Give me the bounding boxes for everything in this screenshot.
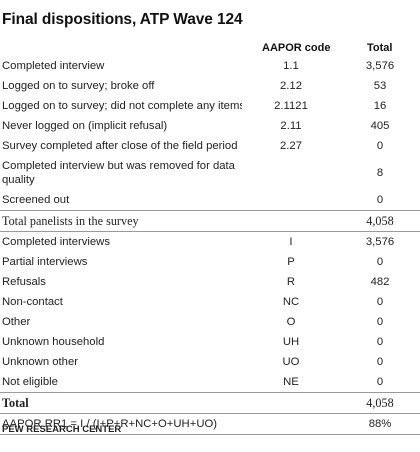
- row-total: 0: [376, 356, 384, 368]
- table-row: Completed interview but was removed for …: [0, 156, 420, 190]
- row-total: 8: [376, 167, 384, 179]
- row-label: Unknown household: [2, 336, 105, 348]
- row-code: 2.12: [280, 80, 302, 92]
- row-total: 88%: [340, 413, 420, 435]
- row-code: [242, 413, 340, 435]
- row-total: 0: [376, 256, 384, 268]
- row-total: 4,058: [340, 392, 420, 414]
- table-row: Completed interview 1.1 3,576: [0, 56, 420, 76]
- row-label: Screened out: [2, 194, 70, 206]
- row-code: NC: [282, 296, 300, 308]
- row-label: Completed interview: [2, 60, 105, 72]
- row-total: 16: [373, 100, 387, 112]
- row-code: I: [289, 236, 293, 248]
- row-total: 0: [376, 316, 384, 328]
- grand-total-row: Total 4,058: [0, 392, 420, 414]
- row-code: 2.11: [280, 120, 302, 132]
- row-total: 0: [376, 336, 384, 348]
- row-label: Completed interview but was removed for …: [2, 160, 235, 186]
- table-row: Non-contact NC 0: [0, 292, 420, 312]
- row-code: UO: [282, 356, 300, 368]
- table-row: Completed interviews I 3,576: [0, 232, 420, 253]
- row-code: UH: [282, 336, 300, 348]
- row-label: Refusals: [2, 276, 46, 288]
- column-header-total: Total: [367, 42, 393, 54]
- row-label: Unknown other: [2, 356, 78, 368]
- row-total: 53: [373, 80, 387, 92]
- table-row: Screened out 0: [0, 190, 420, 211]
- panelists-total-row: Total panelists in the survey 4,058: [0, 210, 420, 232]
- row-total: 0: [376, 194, 384, 206]
- row-label: AAPOR RR1 = I / (I+P+R+NC+O+UH+UO): [0, 413, 242, 435]
- row-total: 3,576: [365, 60, 395, 72]
- row-label: Survey completed after close of the fiel…: [2, 140, 238, 152]
- table-row: Survey completed after close of the fiel…: [0, 136, 420, 156]
- row-total: 4,058: [340, 210, 420, 232]
- table-row: Logged on to survey; broke off 2.12 53: [0, 76, 420, 96]
- page-title: Final dispositions, ATP Wave 124: [2, 11, 243, 28]
- row-label: Logged on to survey; broke off: [2, 80, 155, 92]
- row-label: Never logged on (implicit refusal): [2, 120, 168, 132]
- table-row: Unknown other UO 0: [0, 352, 420, 372]
- table-row: Never logged on (implicit refusal) 2.11 …: [0, 116, 420, 136]
- row-code: 1.1: [283, 60, 299, 72]
- row-code: [242, 392, 340, 414]
- row-label: Total panelists in the survey: [0, 210, 242, 232]
- table-row: Not eligible NE 0: [0, 372, 420, 393]
- table-row: Other O 0: [0, 312, 420, 332]
- row-total: 3,576: [365, 236, 395, 248]
- source-credit: PEW RESEARCH CENTER: [2, 424, 122, 435]
- row-code: [242, 156, 340, 190]
- row-label: Logged on to survey; did not complete an…: [2, 100, 242, 112]
- row-total: 405: [370, 120, 390, 132]
- table-row: Logged on to survey; did not complete an…: [0, 96, 420, 116]
- row-code: [242, 210, 340, 232]
- row-total: 482: [370, 276, 390, 288]
- response-rate-row: AAPOR RR1 = I / (I+P+R+NC+O+UH+UO) 88%: [0, 413, 420, 435]
- row-code: 2.1121: [274, 100, 308, 112]
- row-code: O: [286, 316, 296, 328]
- row-code: 2.27: [280, 140, 302, 152]
- table-row: Partial interviews P 0: [0, 252, 420, 272]
- row-total: 0: [376, 376, 384, 388]
- row-label: Non-contact: [2, 296, 63, 308]
- row-code: [242, 190, 340, 211]
- row-label: Other: [2, 316, 31, 328]
- table-row: Unknown household UH 0: [0, 332, 420, 352]
- row-code: P: [287, 256, 295, 268]
- row-label: Completed interviews: [2, 236, 110, 248]
- table-row: Refusals R 482: [0, 272, 420, 292]
- row-label: Partial interviews: [2, 256, 88, 268]
- column-header-aapor-code: AAPOR code: [262, 42, 331, 54]
- dispositions-table: Completed interview 1.1 3,576 Logged on …: [0, 56, 420, 435]
- row-code: NE: [283, 376, 299, 388]
- row-total: 0: [376, 296, 384, 308]
- row-code: R: [286, 276, 296, 288]
- row-total: 0: [376, 140, 384, 152]
- row-label: Not eligible: [2, 376, 58, 388]
- row-label: Total: [0, 392, 242, 414]
